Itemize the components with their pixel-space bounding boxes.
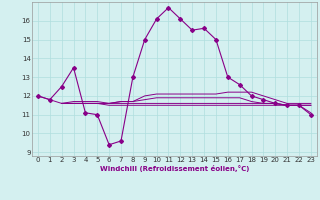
X-axis label: Windchill (Refroidissement éolien,°C): Windchill (Refroidissement éolien,°C) [100,165,249,172]
